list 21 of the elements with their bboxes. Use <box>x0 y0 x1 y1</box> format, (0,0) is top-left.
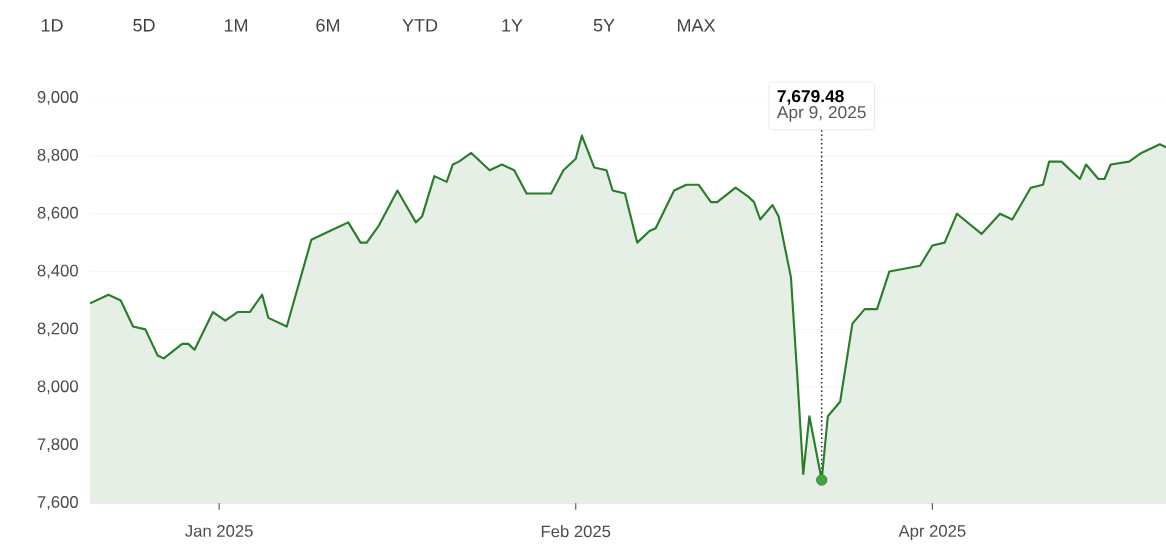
text: MAX <box>677 19 716 32</box>
y-tick-label: 8,400 <box>37 264 78 279</box>
y-tick-label: 7,800 <box>37 438 78 453</box>
annotation: 7,679.48 <box>777 90 844 105</box>
text: 1Y <box>502 19 523 32</box>
y-tick-label: 9,000 <box>37 91 78 105</box>
text: 5D <box>133 19 155 32</box>
text: 1D <box>41 19 63 32</box>
x-tick-label: Feb 2025 <box>541 525 611 538</box>
text: 5Y <box>593 19 615 32</box>
annotation: Apr 9, 2025 <box>776 106 866 122</box>
x-tick-label: Jan 2025 <box>185 525 253 537</box>
text: 6M <box>316 18 340 32</box>
y-tick-label: 8,600 <box>37 206 78 221</box>
x-tick-label: Apr 2025 <box>898 525 966 541</box>
y-tick-label: 8,200 <box>37 322 78 337</box>
y-tick-label: 8,000 <box>37 380 78 395</box>
y-tick-label: 8,800 <box>37 148 78 163</box>
y-tick-label: 7,600 <box>37 496 78 510</box>
text: YTD <box>402 19 438 32</box>
text: 1M <box>224 19 248 32</box>
